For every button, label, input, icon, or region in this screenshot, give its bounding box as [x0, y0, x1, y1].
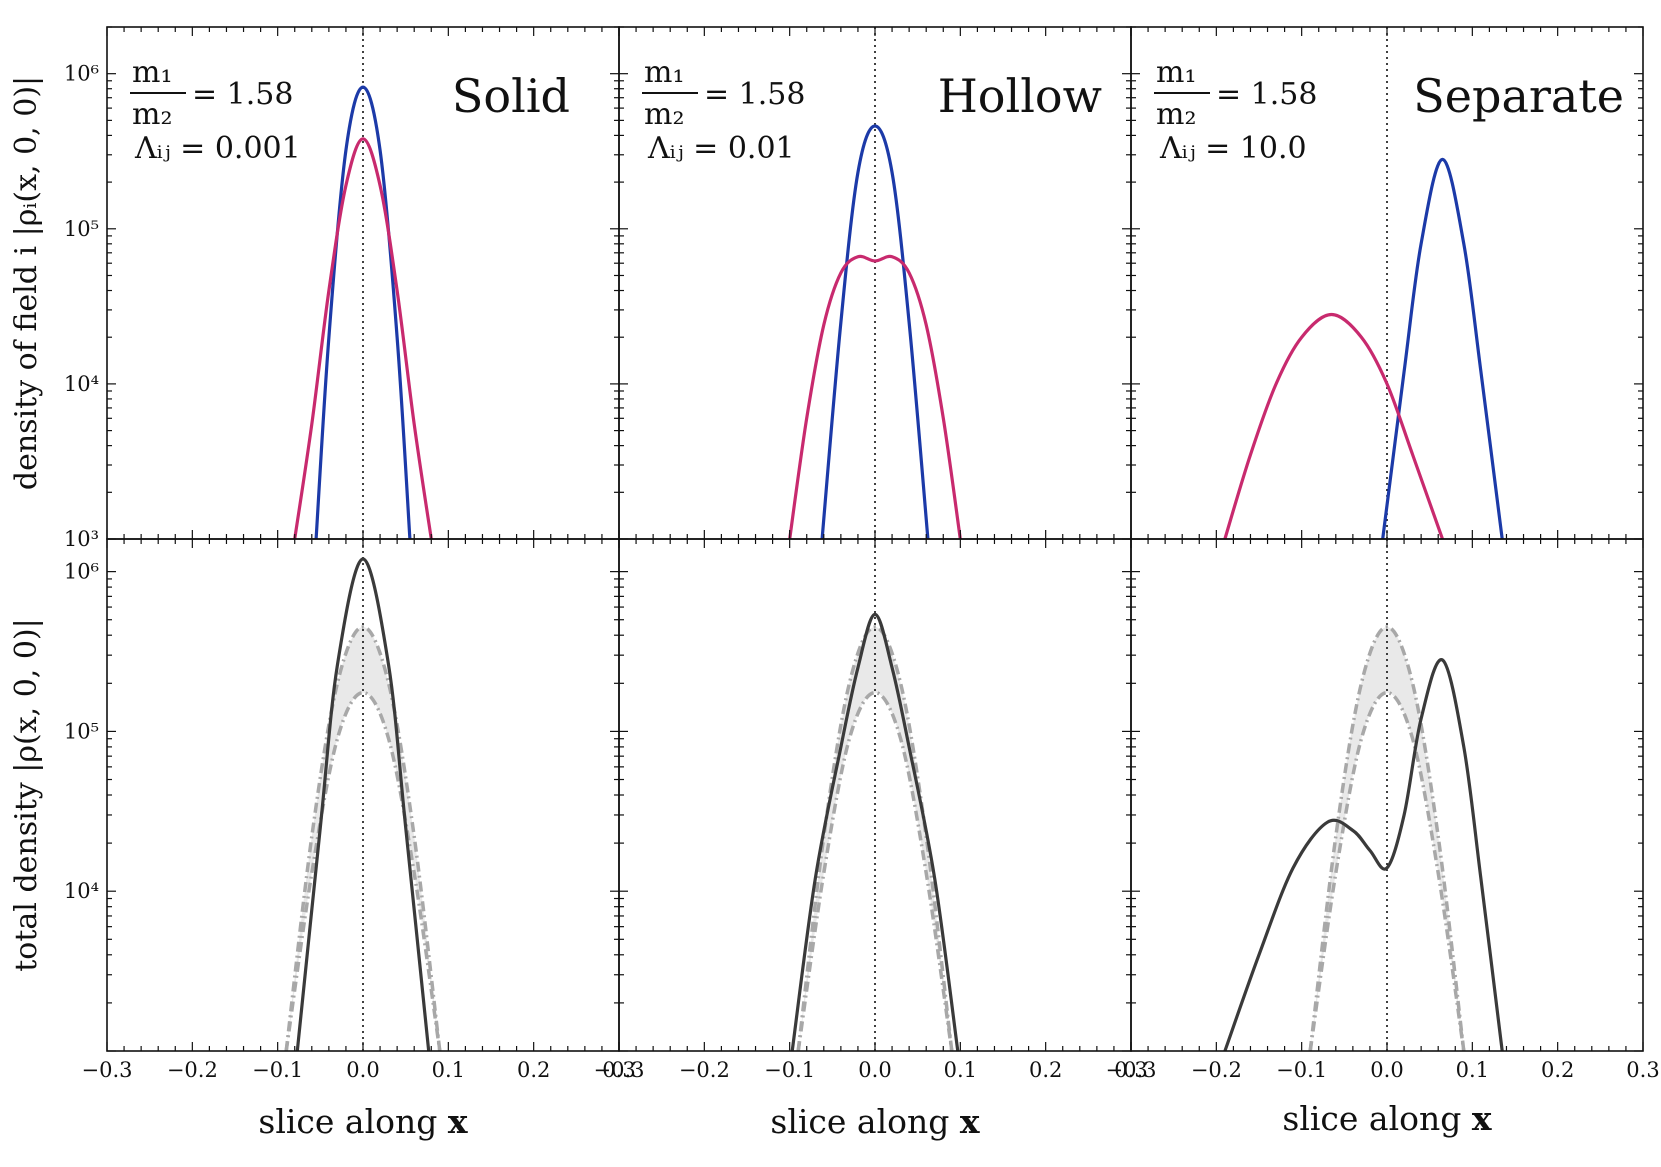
x-tick-label: 0.2 [1541, 1058, 1574, 1082]
band-layer [284, 625, 1466, 1051]
x-tick-label: −0.2 [1191, 1058, 1242, 1082]
x-tick-label: 0.3 [1114, 1058, 1147, 1082]
y-tick-label: 10⁴ [64, 879, 99, 903]
x-tick-label: 0.3 [602, 1058, 635, 1082]
series-line-0 [1223, 658, 1504, 1051]
mass-ratio-numerator: m₁ [132, 55, 172, 90]
svg-text:slice along x: slice along x [770, 1102, 980, 1141]
panel-frame [1130, 538, 1644, 1052]
x-axis-label-bold: x [1472, 1099, 1492, 1138]
x-axis-label-solid: slice along x [258, 1102, 468, 1141]
annotation-hollow: m₁ m₂ = 1.58 Λᵢⱼ = 0.01 [642, 55, 805, 166]
band-upper-line [1308, 625, 1466, 1051]
band-upper-line [796, 625, 954, 1051]
x-axis-label-text: slice along [1282, 1099, 1461, 1138]
mass-ratio-denominator: m₂ [132, 97, 172, 132]
series-line-1 [1223, 312, 1445, 539]
x-tick-label: 0.3 [1626, 1058, 1659, 1082]
series-line-0 [1381, 157, 1504, 539]
series-line-1 [293, 137, 433, 539]
annotation-solid: m₁ m₂ = 1.58 Λᵢⱼ = 0.001 [130, 55, 301, 166]
x-tick-label: −0.1 [1276, 1058, 1327, 1082]
panel-title-hollow: Hollow [938, 69, 1102, 123]
x-tick-label: 0.0 [346, 1058, 379, 1082]
y-tick-label: 10⁵ [64, 217, 99, 241]
x-tick-label: 0.0 [1370, 1058, 1403, 1082]
y-axis-label-bottom: total density |ρ(x, 0, 0)| [9, 618, 44, 972]
panel-frame [106, 538, 620, 1052]
series-line-1 [788, 254, 962, 539]
mass-ratio-denominator: m₂ [644, 97, 684, 132]
x-tick-label: −0.3 [594, 1058, 645, 1082]
y-tick-label: 10³ [64, 527, 99, 551]
x-axis-label-text: slice along [258, 1102, 437, 1141]
x-tick-label: −0.1 [252, 1058, 303, 1082]
band-lower-line [1308, 690, 1466, 1051]
annotation-separate: m₁ m₂ = 1.58 Λᵢⱼ = 10.0 [1154, 55, 1317, 166]
series-line-0 [820, 124, 930, 539]
x-tick-label: −0.3 [82, 1058, 133, 1082]
y-tick-label: 10⁴ [64, 372, 99, 396]
x-axis-label-bold: x [960, 1102, 980, 1141]
mass-ratio-numerator: m₁ [1156, 55, 1196, 90]
x-axis-label-bold: x [448, 1102, 468, 1141]
x-tick-label: −0.2 [679, 1058, 730, 1082]
x-tick-label: 0.1 [432, 1058, 465, 1082]
panel-title-separate: Separate [1413, 69, 1624, 123]
band-lower-line [284, 690, 442, 1051]
lambda-value: Λᵢⱼ = 10.0 [1159, 131, 1307, 166]
y-tick-label: 10⁶ [64, 62, 99, 86]
x-tick-label: 0.0 [858, 1058, 891, 1082]
curve-layer [293, 27, 1504, 1051]
x-axis-label-separate: slice along x [1282, 1099, 1492, 1138]
x-tick-label: −0.3 [1106, 1058, 1157, 1082]
panel-title-solid: Solid [452, 69, 570, 123]
mass-ratio-value: = 1.58 [704, 77, 805, 112]
mass-ratio-value: = 1.58 [192, 77, 293, 112]
x-tick-label: −0.1 [764, 1058, 815, 1082]
lambda-value: Λᵢⱼ = 0.001 [134, 131, 301, 166]
mass-ratio-numerator: m₁ [644, 55, 684, 90]
x-axis-label-hollow: slice along x [770, 1102, 980, 1141]
series-line-0 [295, 557, 431, 1051]
series-line-0 [314, 85, 412, 539]
x-tick-label: 0.1 [944, 1058, 977, 1082]
band-upper-line [284, 625, 442, 1051]
y-tick-label: 10⁵ [64, 719, 99, 743]
x-tick-label: −0.2 [167, 1058, 218, 1082]
x-tick-label: 0.2 [517, 1058, 550, 1082]
y-tick-label: 10⁶ [64, 560, 99, 584]
axes-layer: 10³ 10⁴ 10⁵ 10⁶ 10⁴ 10⁵ 10⁶ −0.3 −0.2 −0.1 0.0 0.1 0… [64, 26, 1660, 1082]
y-axis-label-top: density of field i |ρᵢ(x, 0, 0)| [9, 76, 44, 490]
x-axis-label-text: slice along [770, 1102, 949, 1141]
svg-text:slice along x: slice along x [258, 1102, 468, 1141]
band-lower-line [796, 690, 954, 1051]
x-tick-label: 0.2 [1029, 1058, 1062, 1082]
mass-ratio-denominator: m₂ [1156, 97, 1196, 132]
svg-text:slice along x: slice along x [1282, 1099, 1492, 1138]
series-line-0 [790, 612, 960, 1051]
mass-ratio-value: = 1.58 [1216, 77, 1317, 112]
lambda-value: Λᵢⱼ = 0.01 [647, 131, 795, 166]
x-tick-label: 0.1 [1456, 1058, 1489, 1082]
